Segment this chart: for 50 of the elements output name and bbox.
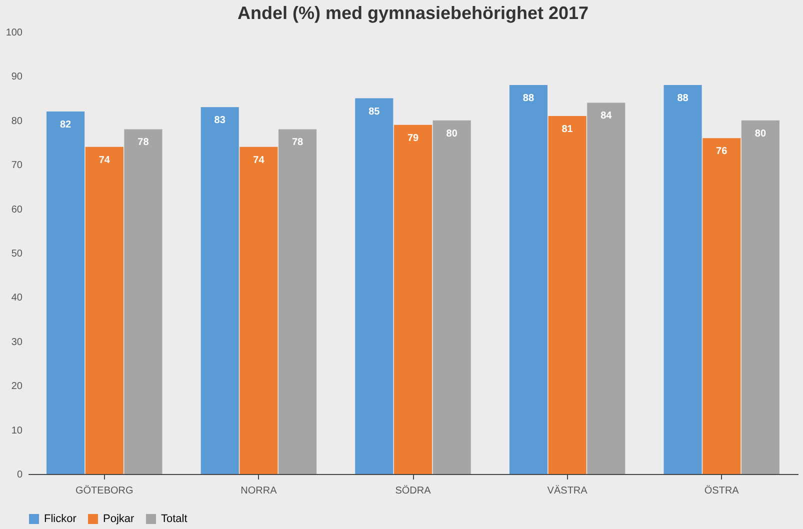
data-label: 83 — [214, 115, 226, 126]
bar — [124, 129, 162, 474]
bar — [509, 85, 548, 474]
y-tick-label: 80 — [11, 116, 23, 127]
y-tick-label: 90 — [11, 72, 23, 83]
y-tick-label: 30 — [11, 336, 23, 348]
data-label: 78 — [138, 137, 150, 148]
legend-label: Flickor — [44, 513, 77, 525]
bar — [741, 120, 780, 474]
x-tick-label: SÖDRA — [395, 484, 432, 496]
bar — [702, 138, 741, 474]
y-tick-label: 40 — [11, 292, 23, 304]
data-label: 74 — [98, 154, 110, 166]
y-tick-label: 70 — [11, 160, 23, 172]
legend-label: Totalt — [161, 513, 188, 525]
data-label: 80 — [754, 128, 766, 140]
data-label: 80 — [446, 128, 458, 140]
bar — [85, 146, 124, 474]
y-tick-label: 60 — [11, 204, 23, 216]
data-label: 76 — [716, 146, 728, 158]
bar — [432, 120, 471, 474]
data-label: 79 — [407, 132, 419, 144]
legend-label: Pojkar — [103, 513, 135, 525]
bar — [200, 107, 239, 474]
y-tick-label: 100 — [6, 28, 23, 38]
data-label: 82 — [60, 120, 72, 131]
data-label: 88 — [677, 93, 689, 104]
bar — [587, 102, 626, 474]
bar — [240, 146, 278, 474]
x-tick-label: NORRA — [240, 486, 278, 496]
bar — [394, 124, 432, 474]
x-tick-label: GÖTEBORG — [75, 484, 134, 496]
x-tick-label: ÖSTRA — [704, 484, 740, 496]
bar — [46, 112, 85, 474]
data-label: 78 — [292, 137, 304, 148]
y-tick-label: 50 — [11, 248, 23, 260]
data-label: 81 — [562, 124, 574, 135]
chart-title: Andel (%) med gymnasiebehörighet 2017 — [237, 3, 589, 23]
bar — [278, 129, 317, 474]
bar — [664, 85, 702, 474]
data-label: 88 — [522, 93, 534, 104]
bar — [355, 98, 394, 474]
bar — [548, 116, 586, 474]
y-tick-label: 10 — [11, 425, 23, 436]
x-tick-label: VÄSTRA — [547, 484, 588, 496]
data-label: 84 — [600, 110, 612, 122]
y-tick-label: 0 — [16, 470, 23, 480]
data-label: 85 — [368, 106, 380, 118]
y-tick-label: 20 — [11, 381, 23, 392]
data-label: 74 — [253, 154, 265, 166]
